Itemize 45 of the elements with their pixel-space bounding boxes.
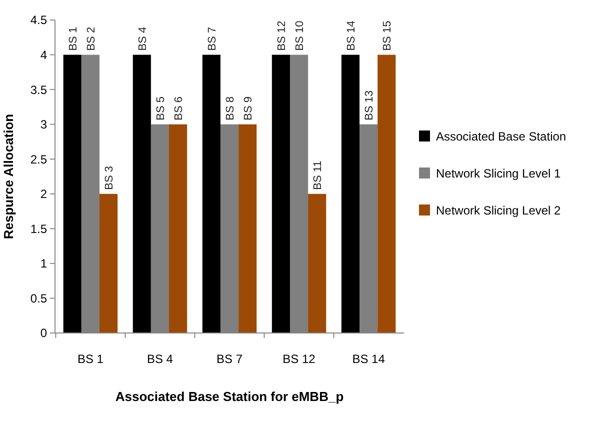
data-label: BS 6 [173,96,186,120]
y-tick-label: 3.5 [30,82,48,97]
y-axis-title: Respurce Allocation [1,114,16,240]
x-tick-label: BS 14 [345,20,358,51]
data-label: BS 10 [294,20,306,51]
data-label: BS 15 [382,20,394,51]
y-tick-label: 0 [40,326,48,340]
bar [132,54,151,333]
bar [308,194,326,333]
bar [341,54,360,333]
data-label: BS 1 [77,352,104,366]
data-label: BS 2 [85,26,98,51]
data-label: BS 12 [282,352,316,366]
y-tick-label: 1 [40,256,48,271]
y-tick-label: 0.5 [30,291,48,306]
y-tick-label: 3 [40,118,48,132]
y-tick-label: 1.5 [30,222,48,236]
data-label: BS 14 [352,352,386,366]
bar [169,124,188,333]
x-tick-label: BS 4 [136,26,149,51]
bar [378,54,396,333]
x-axis-title: Associated Base Station for eMBB_p [115,389,344,404]
bar [99,194,118,333]
y-tick-label: 4.5 [30,13,48,28]
legend-label: Network Slicing Level 2 [436,204,562,218]
y-tick-label: 4 [40,48,48,62]
legend-label: Network Slicing Level 1 [436,166,562,181]
bar [272,54,290,333]
bar [238,124,257,333]
data-label: BS 9 [242,96,255,120]
bar [202,54,220,333]
x-tick-label: BS 7 [206,26,218,51]
x-tick-label: BS 12 [276,20,288,51]
data-label: BS 3 [104,166,116,190]
data-label: BS 11 [312,160,324,190]
data-label: BS 5 [154,96,167,120]
data-label: BS 8 [224,96,236,120]
data-label: BS 4 [146,352,174,366]
y-tick-label: 2.5 [30,152,48,166]
data-label: BS 13 [364,90,376,120]
bar [63,54,82,333]
data-label: BS 7 [216,352,243,366]
legend-label: Associated Base Station [436,130,566,144]
y-tick-label: 2 [40,187,48,202]
x-tick-label: BS 1 [67,26,80,51]
